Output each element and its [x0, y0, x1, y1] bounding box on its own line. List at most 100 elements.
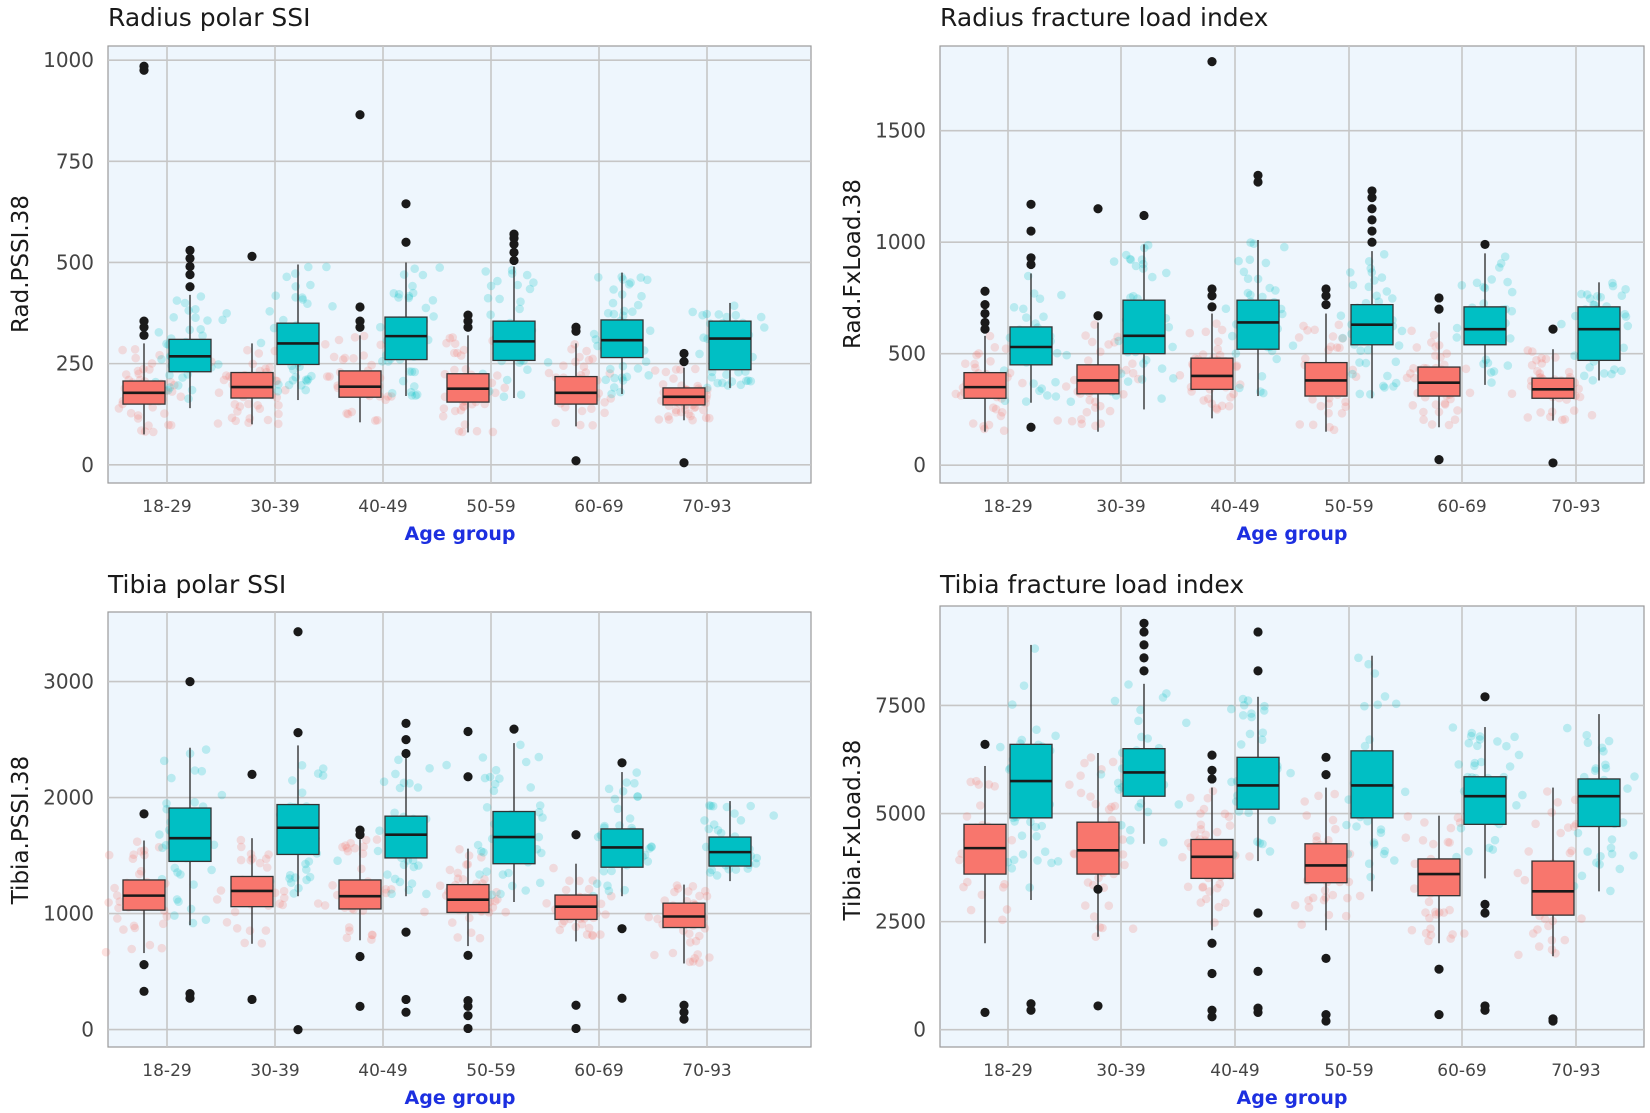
jitter-point [1623, 784, 1632, 793]
jitter-point [303, 375, 313, 384]
jitter-point [1544, 921, 1553, 931]
jitter-point [272, 393, 282, 402]
jitter-point [1486, 368, 1496, 377]
jitter-point [1355, 389, 1365, 399]
jitter-point [622, 778, 631, 787]
jitter-point [1484, 843, 1494, 853]
jitter-point [275, 899, 285, 908]
jitter-point [1108, 757, 1118, 767]
jitter-point [1025, 883, 1034, 892]
jitter-point [1370, 669, 1380, 678]
jitter-point [1424, 936, 1433, 946]
jitter-point [1186, 793, 1195, 803]
jitter-point [487, 378, 497, 388]
jitter-point [261, 854, 271, 864]
outlier-point [1548, 1014, 1558, 1024]
jitter-point [731, 865, 741, 874]
jitter-point [110, 883, 119, 893]
jitter-point [1234, 256, 1243, 266]
jitter-point [650, 950, 659, 960]
jitter-point [691, 936, 701, 946]
jitter-point [1569, 822, 1579, 831]
jitter-point [480, 875, 489, 884]
jitter-point [1247, 712, 1256, 722]
jitter-point [1118, 835, 1127, 844]
jitter-point [1109, 257, 1119, 266]
jitter-point [329, 352, 339, 362]
boxplot-red-18-29 [122, 809, 166, 996]
x-axis-label: Age group [1237, 1087, 1348, 1109]
jitter-point [307, 371, 316, 381]
jitter-point [570, 340, 579, 349]
jitter-point [1247, 709, 1256, 718]
jitter-point [420, 907, 429, 917]
outlier-point [1093, 204, 1103, 214]
jitter-point [1563, 723, 1572, 733]
outlier-point [1480, 692, 1490, 702]
jitter-point [1258, 728, 1268, 737]
jitter-point [742, 376, 751, 386]
jitter-point [1086, 792, 1095, 801]
jitter-point [344, 923, 354, 932]
jitter-point [1615, 864, 1625, 874]
jitter-point [218, 315, 227, 325]
jitter-point [1473, 741, 1482, 751]
jitter-point [1597, 743, 1607, 753]
y-tick-label: 500 [888, 342, 926, 366]
jitter-point [1363, 345, 1373, 355]
jitter-point [306, 280, 315, 290]
boxplot-red-60-69 [1417, 293, 1461, 465]
jitter-point [1324, 910, 1334, 920]
jitter-point [1429, 330, 1439, 340]
jitter-point [262, 863, 272, 872]
x-tick-label: 40-49 [358, 497, 407, 517]
jitter-point [450, 348, 459, 358]
jitter-point [1364, 282, 1374, 292]
jitter-point [600, 398, 609, 407]
iqr-box [1577, 778, 1621, 828]
outlier-point [617, 993, 627, 1003]
jitter-point [1286, 768, 1295, 778]
jitter-point [1464, 738, 1474, 748]
y-tick-label: 1000 [875, 230, 926, 254]
x-tick-label: 50-59 [1324, 1061, 1373, 1081]
jitter-point [1351, 372, 1361, 382]
jitter-point [347, 407, 357, 417]
jitter-point [618, 361, 628, 371]
jitter-point [1379, 250, 1389, 259]
jitter-point [702, 309, 712, 319]
jitter-point [1308, 893, 1318, 903]
jitter-point [261, 926, 271, 935]
jitter-point [488, 903, 498, 912]
jitter-point [1314, 791, 1323, 801]
panel-radius-fracture-load-index: Radius fracture load index 050010001500 … [840, 3, 1645, 545]
jitter-point [966, 905, 976, 915]
jitter-point [1436, 353, 1445, 362]
jitter-point [1128, 368, 1138, 378]
jitter-point [278, 900, 288, 910]
jitter-point [1453, 406, 1462, 415]
jitter-point [526, 783, 535, 792]
jitter-point [1258, 292, 1267, 302]
outlier-point [355, 951, 365, 962]
jitter-point [112, 891, 122, 900]
jitter-point [686, 938, 695, 947]
jitter-point [1444, 420, 1454, 430]
jitter-point [1346, 268, 1355, 277]
jitter-point [1134, 374, 1143, 384]
jitter-point [1126, 836, 1135, 845]
y-tick-label: 3000 [43, 670, 94, 694]
jitter-point [1316, 401, 1326, 411]
outlier-point [679, 1014, 689, 1024]
jitter-point [1569, 406, 1579, 415]
jitter-point [1035, 386, 1044, 396]
iqr-box [1417, 858, 1461, 897]
outlier-point [1321, 770, 1331, 780]
jitter-point [1523, 346, 1533, 355]
jitter-point [610, 373, 619, 383]
jitter-point [166, 420, 176, 430]
jitter-point [322, 262, 331, 272]
jitter-point [387, 388, 397, 398]
jitter-point [1301, 354, 1310, 364]
jitter-point [1312, 836, 1321, 845]
